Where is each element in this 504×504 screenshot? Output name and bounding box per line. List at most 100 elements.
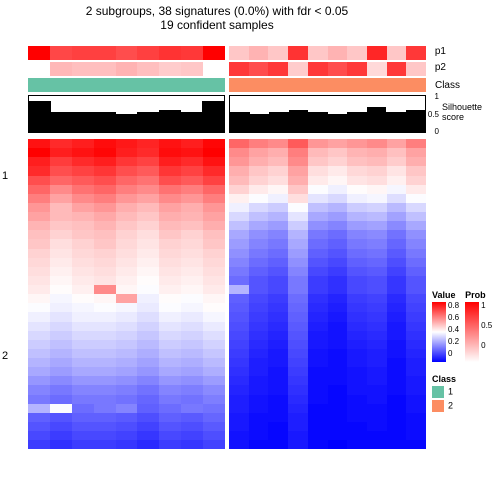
heatmap-cell — [387, 413, 407, 422]
heatmap-cell — [249, 285, 269, 294]
heatmap-cell — [159, 340, 181, 349]
heatmap-cell — [367, 367, 387, 376]
heatmap — [28, 139, 426, 449]
annotation-cell — [28, 46, 50, 60]
heatmap-cell — [94, 176, 116, 185]
annotation-cell — [137, 46, 159, 60]
heatmap-cell — [367, 203, 387, 212]
heatmap-cell — [406, 267, 426, 276]
heatmap-cell — [268, 230, 288, 239]
heatmap-cell — [328, 267, 348, 276]
heatmap-cell — [116, 203, 138, 212]
heatmap-cell — [387, 221, 407, 230]
class-cell — [94, 78, 116, 92]
heatmap-cell — [406, 230, 426, 239]
heatmap-cell — [94, 395, 116, 404]
heatmap-cell — [406, 358, 426, 367]
heatmap-cell — [249, 440, 269, 449]
heatmap-cell — [181, 294, 203, 303]
heatmap-cell — [249, 157, 269, 166]
heatmap-cell — [159, 166, 181, 175]
heatmap-cell — [347, 221, 367, 230]
heatmap-cell — [308, 176, 328, 185]
heatmap-cell — [229, 203, 249, 212]
heatmap-cell — [406, 221, 426, 230]
heatmap-cell — [387, 185, 407, 194]
heatmap-cell — [268, 358, 288, 367]
class-cell — [203, 78, 225, 92]
class-cell — [328, 78, 348, 92]
heatmap-cell — [249, 385, 269, 394]
heatmap-cell — [328, 303, 348, 312]
heatmap-cell — [72, 249, 94, 258]
heatmap-cell — [137, 157, 159, 166]
heatmap-cell — [347, 239, 367, 248]
heatmap-cell — [229, 440, 249, 449]
heatmap-cell — [406, 139, 426, 148]
heatmap-cell — [367, 303, 387, 312]
heatmap-cell — [367, 249, 387, 258]
heatmap-cell — [328, 422, 348, 431]
heatmap-cell — [137, 294, 159, 303]
heatmap-cell — [181, 194, 203, 203]
heatmap-cell — [288, 413, 308, 422]
heatmap-cell — [387, 166, 407, 175]
value-tick: 0 — [448, 350, 459, 362]
heatmap-cell — [137, 212, 159, 221]
heatmap-cell — [328, 312, 348, 321]
heatmap-cell — [94, 413, 116, 422]
heatmap-cell — [72, 194, 94, 203]
heatmap-cell — [268, 322, 288, 331]
heatmap-cell — [94, 249, 116, 258]
heatmap-cell — [406, 185, 426, 194]
heatmap-cell — [50, 358, 72, 367]
annotation-cell — [50, 62, 72, 76]
heatmap-cell — [203, 194, 225, 203]
heatmap-cell — [137, 276, 159, 285]
annotation-cell — [50, 46, 72, 60]
heatmap-cell — [72, 340, 94, 349]
heatmap-cell — [137, 303, 159, 312]
heatmap-cell — [249, 322, 269, 331]
heatmap-cell — [328, 166, 348, 175]
heatmap-cell — [288, 249, 308, 258]
heatmap-cell — [367, 285, 387, 294]
heatmap-cell — [288, 194, 308, 203]
heatmap-cell — [268, 148, 288, 157]
heatmap-cell — [308, 395, 328, 404]
heatmap-cell — [181, 203, 203, 212]
heatmap-cell — [229, 294, 249, 303]
heatmap-cell — [367, 221, 387, 230]
heatmap-cell — [137, 267, 159, 276]
heatmap-cell — [328, 322, 348, 331]
heatmap-cell — [28, 212, 50, 221]
heatmap-cell — [28, 367, 50, 376]
heatmap-cell — [159, 404, 181, 413]
heatmap-cell — [181, 157, 203, 166]
silhouette-bar — [328, 114, 348, 132]
heatmap-cell — [94, 340, 116, 349]
annotation-cell — [28, 62, 50, 76]
heatmap-cell — [203, 395, 225, 404]
heatmap-cell — [367, 148, 387, 157]
heatmap-cell — [203, 385, 225, 394]
heatmap-cell — [116, 303, 138, 312]
heatmap-cell — [347, 385, 367, 394]
heatmap-cell — [159, 376, 181, 385]
heatmap-cell — [347, 249, 367, 258]
heatmap-cell — [328, 258, 348, 267]
heatmap-cell — [159, 267, 181, 276]
heatmap-cell — [328, 194, 348, 203]
heatmap-cell — [387, 249, 407, 258]
heatmap-cell — [94, 267, 116, 276]
silhouette-bar — [367, 107, 387, 132]
heatmap-cell — [137, 349, 159, 358]
heatmap-cell — [308, 249, 328, 258]
heatmap-cell — [72, 157, 94, 166]
heatmap-cell — [181, 285, 203, 294]
silhouette-bar — [386, 112, 406, 132]
row-group-1: 1 — [2, 170, 8, 182]
heatmap-cell — [406, 148, 426, 157]
annotation-cell — [328, 62, 348, 76]
heatmap-cell — [137, 239, 159, 248]
